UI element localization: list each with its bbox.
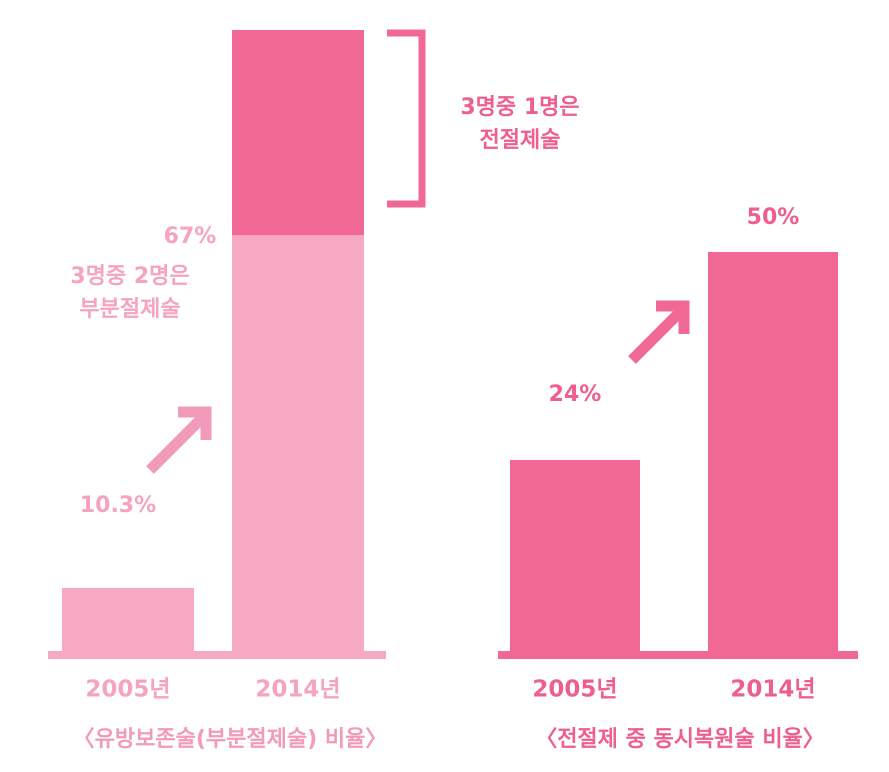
bar: [232, 235, 364, 652]
chart-title: 〈유방보존술(부분절제술) 비율〉: [73, 727, 388, 752]
bar: [510, 460, 640, 652]
chart-title: 〈전절제 중 동시복원술 비율〉: [535, 727, 825, 752]
annotation: 3명중 2명은: [70, 264, 189, 289]
value-label: 10.3%: [80, 493, 156, 518]
x-tick-label: 2005년: [85, 677, 170, 703]
x-tick-label: 2005년: [532, 677, 617, 703]
value-label: 67%: [164, 224, 217, 249]
annotation: 부분절제술: [79, 297, 180, 322]
value-label: 24%: [549, 382, 602, 407]
bar: [708, 252, 838, 652]
arrow: [146, 406, 212, 474]
bracket: [387, 29, 426, 208]
annotation: 전절제술: [480, 128, 561, 153]
annotation: 3명중 1명은: [460, 95, 579, 120]
arrow: [628, 300, 690, 364]
bar: [62, 587, 194, 652]
bar: [232, 30, 364, 236]
value-label: 50%: [747, 205, 800, 230]
x-tick-label: 2014년: [730, 677, 815, 703]
x-tick-label: 2014년: [255, 677, 340, 703]
